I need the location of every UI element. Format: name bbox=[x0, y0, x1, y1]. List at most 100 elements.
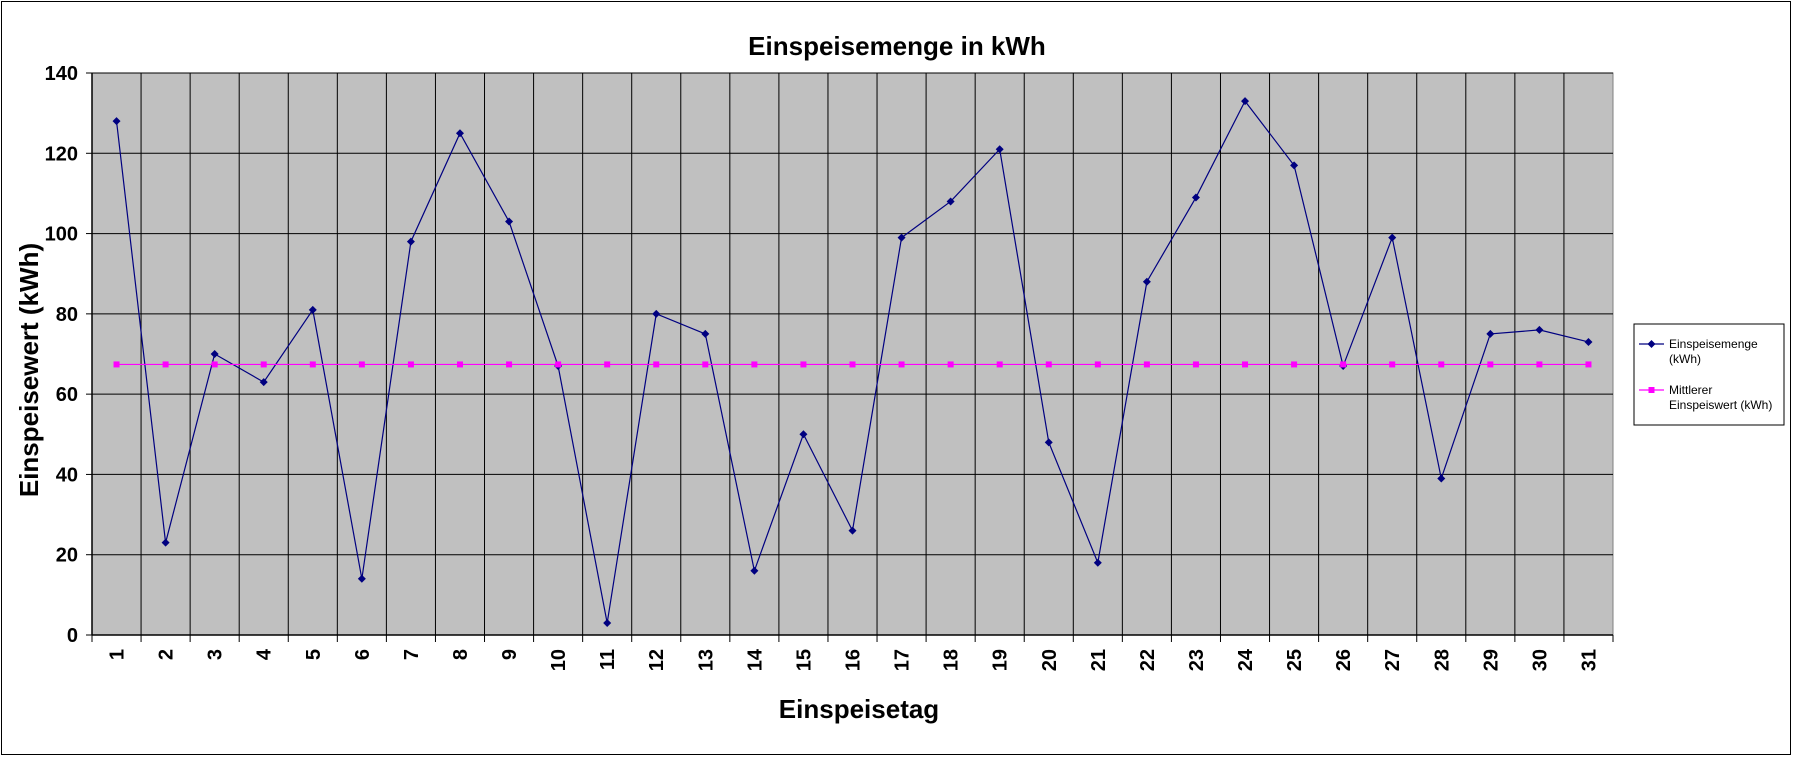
x-tick-label: 14 bbox=[744, 648, 766, 671]
data-point bbox=[456, 361, 463, 368]
data-point bbox=[358, 361, 365, 368]
data-point bbox=[112, 117, 121, 126]
data-point bbox=[1290, 161, 1299, 170]
x-tick-label: 15 bbox=[793, 649, 815, 671]
data-point bbox=[1093, 558, 1102, 567]
legend-label: Einspeiswert (kWh) bbox=[1669, 398, 1772, 412]
data-point bbox=[1044, 438, 1053, 447]
x-tick-label: 18 bbox=[941, 649, 963, 671]
data-point bbox=[1340, 361, 1347, 368]
x-tick-label: 6 bbox=[352, 649, 374, 660]
x-tick-label: 8 bbox=[450, 649, 472, 660]
y-tick-label: 140 bbox=[45, 63, 78, 85]
data-point bbox=[211, 361, 218, 368]
data-point bbox=[995, 145, 1004, 154]
data-point bbox=[1143, 361, 1150, 368]
y-tick-label: 120 bbox=[45, 143, 78, 165]
chart-title: Einspeisemenge in kWh bbox=[748, 31, 1046, 61]
data-point bbox=[702, 361, 709, 368]
legend-swatch-marker bbox=[1648, 387, 1655, 393]
data-point bbox=[1094, 361, 1101, 368]
data-point bbox=[849, 361, 856, 368]
y-axis-title: Einspeisewert (kWh) bbox=[14, 243, 44, 497]
series-2 bbox=[113, 361, 1592, 368]
data-point bbox=[113, 361, 120, 368]
data-point bbox=[750, 566, 759, 575]
data-point bbox=[604, 361, 611, 368]
x-tick-label: 10 bbox=[548, 649, 570, 671]
data-point bbox=[407, 361, 414, 368]
legend-swatch-marker bbox=[1647, 340, 1656, 348]
data-point bbox=[947, 361, 954, 368]
data-point bbox=[1584, 337, 1593, 346]
x-tick-label: 29 bbox=[1480, 649, 1502, 671]
data-point bbox=[751, 361, 758, 368]
y-tick-label: 80 bbox=[56, 304, 78, 326]
x-tick-label: 11 bbox=[597, 649, 619, 670]
data-point bbox=[653, 361, 660, 368]
x-tick-label: 17 bbox=[892, 649, 914, 671]
data-point bbox=[1486, 329, 1495, 338]
data-point bbox=[1487, 361, 1494, 368]
data-point bbox=[603, 618, 612, 627]
data-point bbox=[1437, 474, 1446, 483]
y-tick-label: 20 bbox=[56, 545, 78, 567]
legend-label: Mittlerer bbox=[1669, 383, 1712, 397]
x-tick-label: 5 bbox=[303, 649, 325, 660]
y-tick-label: 40 bbox=[56, 464, 78, 486]
x-tick-label: 26 bbox=[1333, 649, 1355, 671]
x-tick-label: 2 bbox=[156, 649, 178, 660]
x-tick-label: 27 bbox=[1382, 649, 1404, 671]
data-point bbox=[506, 361, 513, 368]
x-tick-label: 28 bbox=[1431, 649, 1453, 671]
data-point bbox=[505, 217, 514, 226]
data-point bbox=[898, 361, 905, 368]
data-point bbox=[309, 361, 316, 368]
x-tick-label: 31 bbox=[1578, 649, 1600, 671]
x-tick-label: 21 bbox=[1088, 649, 1110, 671]
x-tick-label: 3 bbox=[205, 649, 227, 660]
legend: Einspeisemenge(kWh) MittlererEinspeiswert… bbox=[1633, 323, 1785, 426]
data-point bbox=[162, 361, 169, 368]
y-tick-label: 60 bbox=[56, 384, 78, 406]
y-tick-label: 0 bbox=[67, 625, 78, 647]
x-tick-label: 24 bbox=[1235, 648, 1257, 671]
data-point bbox=[210, 350, 219, 358]
x-tick-label: 7 bbox=[401, 649, 423, 660]
data-point bbox=[1192, 361, 1199, 368]
data-point bbox=[848, 526, 857, 535]
data-point bbox=[1535, 325, 1544, 334]
data-point bbox=[652, 309, 661, 318]
x-tick-label: 25 bbox=[1284, 649, 1306, 671]
data-point bbox=[800, 361, 807, 368]
plot-background bbox=[91, 72, 1614, 636]
x-tick-label: 4 bbox=[254, 648, 276, 660]
legend-item-1: Einspeisemenge(kWh) bbox=[1639, 337, 1758, 366]
data-point bbox=[1585, 361, 1592, 368]
data-point bbox=[1191, 193, 1200, 202]
data-point bbox=[1291, 361, 1298, 368]
legend-label: Einspeisemenge bbox=[1669, 337, 1758, 351]
data-point bbox=[308, 305, 317, 314]
data-point bbox=[946, 197, 955, 206]
x-tick-label: 13 bbox=[695, 649, 717, 671]
data-point bbox=[701, 329, 710, 338]
x-tick-label: 9 bbox=[499, 649, 521, 660]
x-axis-title: Einspeisetag bbox=[779, 694, 939, 724]
x-tick-label: 1 bbox=[107, 649, 129, 660]
data-point bbox=[1388, 233, 1397, 242]
x-tick-label: 20 bbox=[1039, 649, 1061, 671]
data-point bbox=[1045, 361, 1052, 368]
data-point bbox=[1142, 277, 1151, 286]
data-point bbox=[555, 361, 562, 368]
data-point bbox=[260, 361, 267, 368]
data-point bbox=[897, 233, 906, 242]
data-point bbox=[996, 361, 1003, 368]
x-tick-label: 19 bbox=[990, 649, 1012, 671]
data-point bbox=[1241, 97, 1250, 106]
plot-area bbox=[91, 72, 1614, 636]
data-point bbox=[161, 538, 170, 547]
data-point bbox=[1536, 361, 1543, 368]
